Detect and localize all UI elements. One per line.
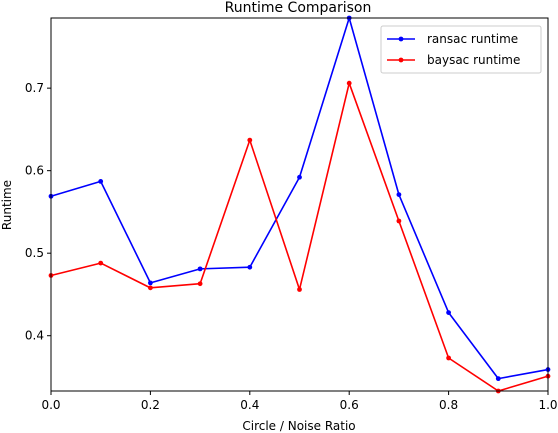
x-tick-label: 0.0	[41, 398, 60, 412]
y-tick-label: 0.5	[25, 246, 44, 260]
y-axis-label: Runtime	[0, 180, 14, 230]
x-tick-label: 0.2	[141, 398, 160, 412]
legend-marker-ransac-runtime	[398, 36, 404, 42]
baysac-runtime-point	[346, 80, 352, 86]
y-axis: 0.4 0.5 0.6 0.7	[25, 81, 51, 343]
baysac-runtime-point	[396, 218, 402, 224]
x-axis-label: Circle / Noise Ratio	[242, 419, 355, 433]
baysac-runtime-point	[446, 355, 451, 361]
y-tick-label: 0.6	[25, 164, 44, 178]
baysac-runtime-point	[98, 260, 104, 266]
ransac-runtime-point	[197, 266, 203, 272]
legend: ransac runtime baysac runtime	[380, 25, 542, 74]
ransac-runtime-point	[495, 376, 501, 382]
ransac-runtime-point	[446, 310, 451, 316]
ransac-runtime-point	[148, 280, 153, 286]
legend-marker-baysac-runtime	[398, 57, 404, 63]
plot-frame	[50, 17, 549, 392]
x-axis: 0.0 0.2 0.4 0.6 0.8 1.0	[41, 391, 558, 412]
baysac-runtime-point	[247, 137, 253, 143]
legend-box	[380, 25, 542, 74]
x-tick-label: 0.4	[240, 398, 259, 412]
y-tick-label: 0.4	[25, 329, 44, 343]
legend-label-baysac-runtime: baysac runtime	[427, 53, 520, 67]
x-tick-label: 0.8	[439, 398, 458, 412]
baysac-runtime-point	[148, 285, 153, 291]
x-tick-label: 0.6	[340, 398, 359, 412]
ransac-runtime-point	[98, 178, 104, 184]
ransac-runtime-point	[247, 264, 253, 270]
baysac-runtime-point	[297, 287, 302, 292]
y-tick-label: 0.7	[25, 81, 44, 95]
ransac-runtime-point	[396, 192, 402, 197]
x-tick-label: 1.0	[538, 398, 557, 412]
legend-label-ransac-runtime: ransac runtime	[427, 32, 518, 46]
ransac-runtime-point	[297, 174, 302, 180]
chart-title: Runtime Comparison	[225, 0, 372, 16]
baysac-runtime-point	[197, 281, 203, 287]
